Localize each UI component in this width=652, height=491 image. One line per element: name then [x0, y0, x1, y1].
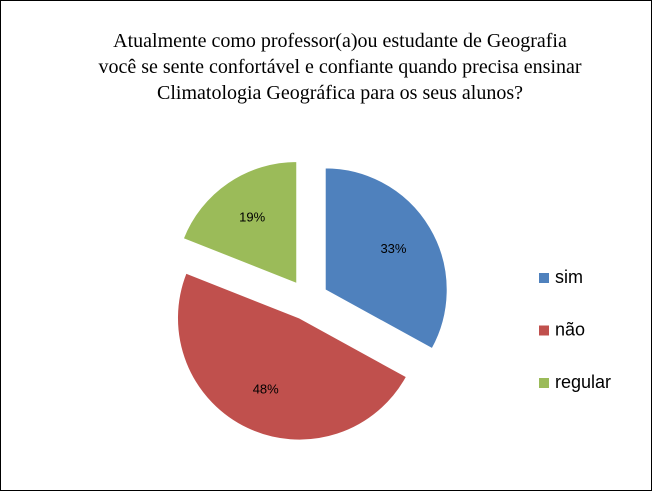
pie-slice — [176, 272, 408, 441]
pie-slice — [182, 160, 298, 285]
data-label: 33% — [380, 241, 406, 256]
data-label: 19% — [239, 209, 265, 224]
pie-slice — [324, 167, 448, 350]
chart-title: você se sente confortável e confiante qu… — [98, 56, 581, 78]
legend-swatch — [539, 378, 549, 388]
legend-swatch — [539, 273, 549, 283]
chart-title: Atualmente como professor(a)ou estudante… — [113, 30, 567, 52]
legend-label: regular — [555, 372, 611, 392]
legend-swatch — [539, 325, 549, 336]
chart-title: Climatologia Geográfica para os seus alu… — [157, 82, 523, 104]
data-label: 48% — [253, 381, 279, 396]
legend-label: não — [555, 319, 585, 339]
legend-label: sim — [555, 267, 583, 287]
